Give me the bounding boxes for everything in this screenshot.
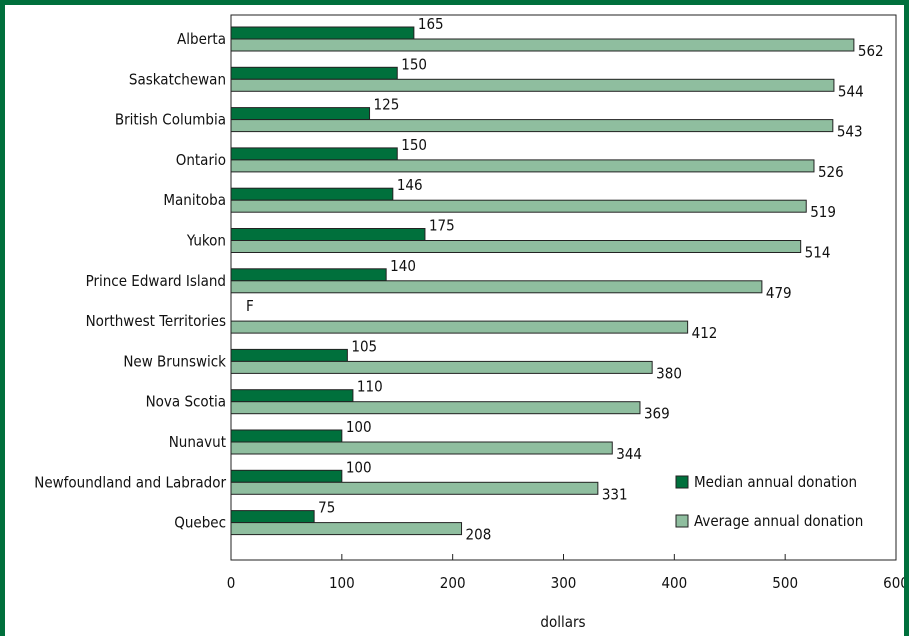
bars-group: 165 562 150 544 125 543 150 526 146 519 175 514 140 4… xyxy=(230,15,884,544)
median-value-label-new-brunswick: 105 xyxy=(351,337,377,355)
legend-swatch-median xyxy=(675,475,689,489)
average-value-label-prince-edward-island: 479 xyxy=(766,284,792,302)
average-bar-saskatchewan xyxy=(230,78,835,92)
legend-label-median: Median annual donation xyxy=(694,473,857,491)
median-bar-ontario xyxy=(230,147,398,161)
x-tick-label-200: 200 xyxy=(440,574,466,592)
average-value-label-nunavut: 344 xyxy=(616,445,642,463)
median-value-label-manitoba: 146 xyxy=(397,176,423,194)
median-value-label-saskatchewan: 150 xyxy=(401,55,427,73)
x-tick-label-300: 300 xyxy=(551,574,577,592)
median-value-label-prince-edward-island: 140 xyxy=(390,257,416,275)
bar-chart: 165 562 150 544 125 543 150 526 146 519 175 514 140 4… xyxy=(34,14,909,631)
x-axis-title: dollars xyxy=(540,613,585,631)
median-bar-british-columbia xyxy=(230,107,371,121)
x-tick-label-400: 400 xyxy=(661,574,687,592)
median-bar-manitoba xyxy=(230,187,394,201)
category-label-prince-edward-island: Prince Edward Island xyxy=(86,272,226,290)
median-value-label-quebec: 75 xyxy=(318,499,335,517)
category-label-alberta: Alberta xyxy=(177,30,226,48)
median-bar-nunavut xyxy=(230,429,343,443)
average-value-label-saskatchewan: 544 xyxy=(838,82,864,100)
category-label-northwest-territories: Northwest Territories xyxy=(86,312,226,330)
x-tick-label-500: 500 xyxy=(772,574,798,592)
average-value-label-ontario: 526 xyxy=(818,163,844,181)
average-value-label-alberta: 562 xyxy=(858,42,884,60)
median-bar-newfoundland-and-labrador xyxy=(230,469,343,483)
average-bar-alberta xyxy=(230,38,855,52)
category-label-ontario: Ontario xyxy=(176,151,226,169)
average-bar-nova-scotia xyxy=(230,401,641,415)
average-bar-newfoundland-and-labrador xyxy=(230,481,599,495)
average-bar-quebec xyxy=(230,522,463,536)
average-bar-new-brunswick xyxy=(230,360,653,374)
category-label-yukon: Yukon xyxy=(186,232,226,250)
x-tick-label-100: 100 xyxy=(329,574,355,592)
category-label-manitoba: Manitoba xyxy=(163,191,226,209)
average-value-label-quebec: 208 xyxy=(466,526,492,544)
median-value-label-ontario: 150 xyxy=(401,136,427,154)
median-value-label-nunavut: 100 xyxy=(346,418,372,436)
category-label-nunavut: Nunavut xyxy=(169,433,226,451)
median-bar-alberta xyxy=(230,26,415,40)
average-value-label-yukon: 514 xyxy=(805,244,831,262)
legend-swatch-average xyxy=(675,514,689,528)
median-bar-quebec xyxy=(230,510,315,524)
median-bar-saskatchewan xyxy=(230,66,398,80)
median-bar-new-brunswick xyxy=(230,348,348,362)
average-value-label-new-brunswick: 380 xyxy=(656,364,682,382)
median-value-label-yukon: 175 xyxy=(429,217,455,235)
average-value-label-manitoba: 519 xyxy=(810,203,836,221)
x-tick-label-0: 0 xyxy=(227,574,236,592)
median-value-label-alberta: 165 xyxy=(418,15,444,33)
category-label-saskatchewan: Saskatchewan xyxy=(129,70,226,88)
category-label-newfoundland-and-labrador: Newfoundland and Labrador xyxy=(34,473,226,491)
median-bar-nova-scotia xyxy=(230,389,354,403)
median-value-label-british-columbia: 125 xyxy=(374,96,400,114)
category-label-nova-scotia: Nova Scotia xyxy=(146,393,226,411)
average-bar-british-columbia xyxy=(230,119,834,133)
median-value-label-nova-scotia: 110 xyxy=(357,378,383,396)
x-tick-label-600: 600 xyxy=(883,574,904,592)
legend: Median annual donation Average annual do… xyxy=(675,473,863,530)
average-bar-yukon xyxy=(230,240,802,253)
average-bar-ontario xyxy=(230,159,815,173)
category-label-british-columbia: British Columbia xyxy=(115,111,226,129)
average-value-label-northwest-territories: 412 xyxy=(692,324,718,342)
average-value-label-nova-scotia: 369 xyxy=(644,405,670,423)
category-label-quebec: Quebec xyxy=(174,514,226,532)
median-value-label-northwest-territories: F xyxy=(246,297,254,315)
average-bar-nunavut xyxy=(230,441,613,455)
median-value-label-newfoundland-and-labrador: 100 xyxy=(346,458,372,476)
average-bar-prince-edward-island xyxy=(230,280,763,294)
category-label-new-brunswick: New Brunswick xyxy=(123,352,226,370)
average-bar-manitoba xyxy=(230,199,807,213)
median-bar-prince-edward-island xyxy=(230,268,387,282)
legend-label-average: Average annual donation xyxy=(694,512,863,530)
average-bar-northwest-territories xyxy=(230,320,689,334)
x-axis-ticks: 0 100 200 300 400 500 600 xyxy=(227,554,909,592)
median-bar-yukon xyxy=(230,228,426,241)
category-labels: Alberta Saskatchewan British Columbia Ontar… xyxy=(34,30,226,532)
average-value-label-british-columbia: 543 xyxy=(837,123,863,141)
average-value-label-newfoundland-and-labrador: 331 xyxy=(602,485,628,503)
